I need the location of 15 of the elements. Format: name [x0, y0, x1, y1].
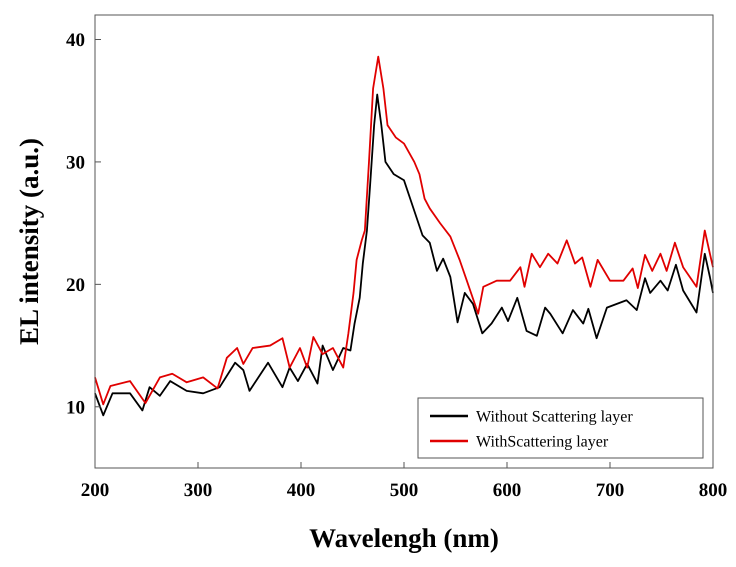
x-tick-label: 500	[390, 480, 418, 501]
y-tick-label: 30	[66, 152, 85, 174]
x-tick-label: 600	[492, 480, 522, 501]
legend-label: WithScattering layer	[476, 434, 609, 451]
y-tick-label: 10	[66, 397, 85, 418]
y-axis-title: EL intensity (a.u.)	[14, 138, 44, 346]
x-tick-label: 700	[596, 480, 624, 501]
legend-label: Without Scattering layer	[476, 408, 634, 426]
x-tick-label: 400	[286, 480, 316, 501]
x-tick-label: 300	[184, 480, 212, 501]
y-tick-label: 20	[66, 275, 85, 296]
x-axis-title: Wavelengh (nm)	[309, 523, 499, 553]
x-tick-label: 800	[698, 480, 728, 501]
x-tick-label: 200	[80, 480, 110, 501]
y-tick-label: 40	[66, 30, 85, 52]
